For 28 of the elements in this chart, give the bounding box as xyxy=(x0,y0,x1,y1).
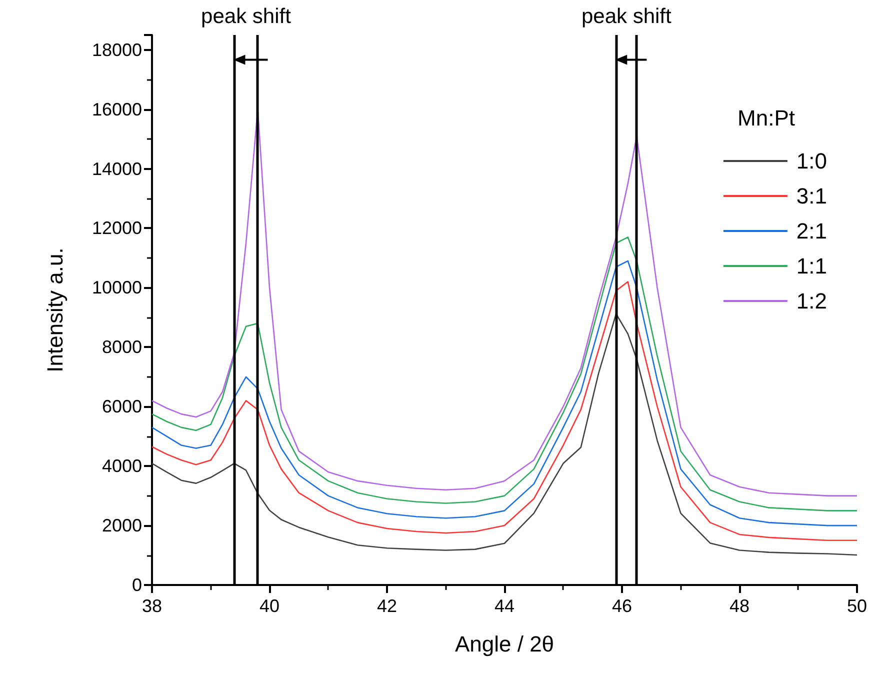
text: peak shift xyxy=(201,5,292,28)
x-tick-label: 44 xyxy=(494,596,515,616)
y-tick-label: 10000 xyxy=(92,278,142,298)
y-tick-label: 0 xyxy=(132,575,142,595)
line-series xyxy=(151,313,858,556)
x-tick-label: 50 xyxy=(846,596,868,616)
y-tick-label: 2000 xyxy=(102,516,142,536)
y-tick-label: 8000 xyxy=(102,337,142,358)
y-tick-label: 14000 xyxy=(92,158,142,179)
legend-label: 1:0 xyxy=(796,148,828,174)
x-tick-label: 46 xyxy=(612,596,632,616)
text: peak shift xyxy=(581,5,672,28)
legend-title: Mn:Pt xyxy=(738,106,796,130)
legend-label: 1:1 xyxy=(796,254,828,278)
x-tick-label: 40 xyxy=(259,596,280,616)
y-tick-label: 12000 xyxy=(92,218,142,238)
x-axis-title: Angle / 2θ xyxy=(454,632,554,656)
y-tick-label: 16000 xyxy=(92,99,142,120)
legend-label: 1:2 xyxy=(796,288,828,314)
x-tick-label: 42 xyxy=(376,596,398,616)
legend-label: 2:1 xyxy=(796,218,828,244)
x-tick-label: 38 xyxy=(142,596,162,616)
y-axis-title: Intensity a.u. xyxy=(42,248,68,372)
y-tick-label: 4000 xyxy=(102,456,142,476)
legend-label: 3:1 xyxy=(796,184,828,208)
y-tick-label: 6000 xyxy=(102,396,142,417)
x-tick-label: 48 xyxy=(729,596,750,616)
y-tick-label: 18000 xyxy=(92,40,142,60)
